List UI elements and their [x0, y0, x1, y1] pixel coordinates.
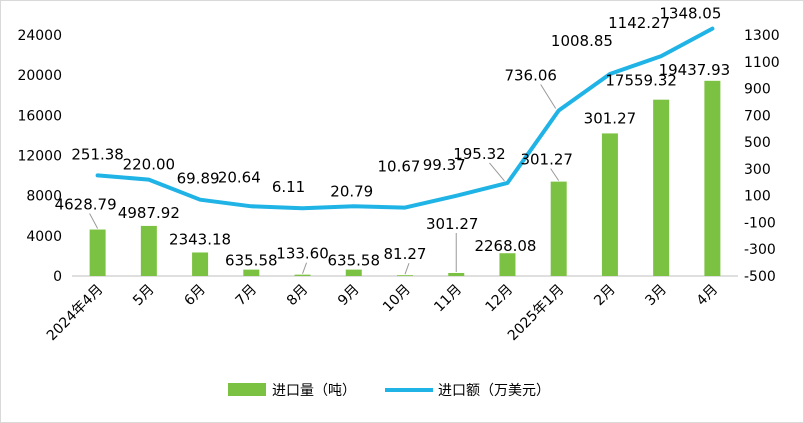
bar-data-label: 19437.93 — [659, 61, 731, 79]
bar — [653, 99, 670, 276]
left-axis-tick-label: 8000 — [26, 189, 62, 205]
line-data-label: 1348.05 — [659, 5, 721, 23]
bar-label-leader — [302, 262, 308, 274]
legend: 进口量（吨） 进口额（万美元） — [228, 383, 550, 399]
bar-data-label: 635.58 — [328, 252, 381, 270]
bar — [448, 272, 465, 276]
bar-label-leader — [404, 263, 410, 275]
bar-data-label: 301.27 — [584, 109, 637, 127]
line-data-label: 220.00 — [123, 156, 176, 174]
left-axis-tick-label: 4000 — [26, 229, 62, 245]
line-data-label: 10.67 — [378, 158, 421, 176]
legend-line-label: 进口额（万美元） — [438, 383, 550, 399]
bar-label-leader — [550, 168, 560, 181]
bar-data-label: 133.60 — [276, 245, 329, 263]
line-data-label: 736.06 — [504, 67, 557, 85]
bar — [550, 181, 567, 276]
bar — [397, 275, 413, 276]
legend-bar-label: 进口量（吨） — [272, 383, 356, 399]
right-axis-tick-label: 700 — [744, 108, 771, 124]
line-data-label: 20.79 — [330, 182, 373, 200]
bar-data-label: 635.58 — [225, 252, 278, 270]
bar-data-label: 2268.08 — [474, 237, 536, 255]
line-data-label: 99.37 — [423, 156, 466, 174]
line-data-label: 20.64 — [218, 168, 261, 186]
bar-series — [89, 80, 721, 276]
line-data-label: 1142.27 — [608, 14, 670, 32]
right-axis-tick-label: 500 — [744, 135, 771, 151]
right-axis-tick-label: 1300 — [744, 28, 780, 44]
left-axis-tick-label: 0 — [53, 269, 62, 285]
bar-label-leader — [89, 213, 99, 229]
bar-data-label: 4987.92 — [118, 204, 180, 222]
bar — [192, 252, 209, 276]
bar-data-label: 301.27 — [520, 151, 573, 169]
right-axis-tick-label: 900 — [744, 82, 771, 98]
bar — [704, 80, 721, 276]
bar-data-label: 17559.32 — [605, 72, 677, 90]
legend-bar-swatch — [228, 383, 266, 396]
right-axis-tick-label: 100 — [744, 189, 771, 205]
line-data-label: 69.89 — [177, 170, 220, 188]
line-data-label: 195.32 — [453, 145, 506, 163]
line-series — [95, 26, 715, 211]
bar — [243, 269, 260, 276]
left-axis-tick-label: 12000 — [17, 149, 62, 165]
left-axis-tick-label: 16000 — [17, 108, 62, 124]
right-axis: -500 -300 -100 100 300 500 700 900 1100 1300 — [744, 28, 780, 285]
left-axis-tick-label: 20000 — [17, 68, 62, 84]
left-axis: 0 4000 8000 12000 16000 20000 24000 — [17, 28, 62, 285]
left-axis-tick-label: 24000 — [17, 28, 62, 44]
line-label-leader — [540, 84, 557, 109]
bar-data-label: 81.27 — [384, 245, 427, 263]
right-axis-tick-label: 300 — [744, 162, 771, 178]
right-axis-tick-label: -500 — [744, 269, 776, 285]
bar-data-label: 2343.18 — [169, 230, 231, 248]
bar-data-label: 4628.79 — [55, 196, 117, 214]
line-path — [95, 26, 715, 211]
bar-data-label: 301.27 — [426, 215, 479, 233]
line-data-label: 251.38 — [71, 145, 124, 163]
bar — [345, 269, 362, 276]
line-data-label: 1008.85 — [551, 32, 613, 50]
right-axis-tick-label: -100 — [744, 215, 776, 231]
bar — [294, 274, 311, 276]
right-axis-tick-label: 1100 — [744, 55, 780, 71]
line-data-label: 6.11 — [272, 178, 305, 196]
right-axis-tick-label: -300 — [744, 242, 776, 258]
bar — [140, 225, 157, 276]
line-label-leader — [489, 162, 505, 182]
bar — [499, 253, 516, 276]
bar — [601, 133, 618, 276]
bar — [89, 229, 106, 276]
